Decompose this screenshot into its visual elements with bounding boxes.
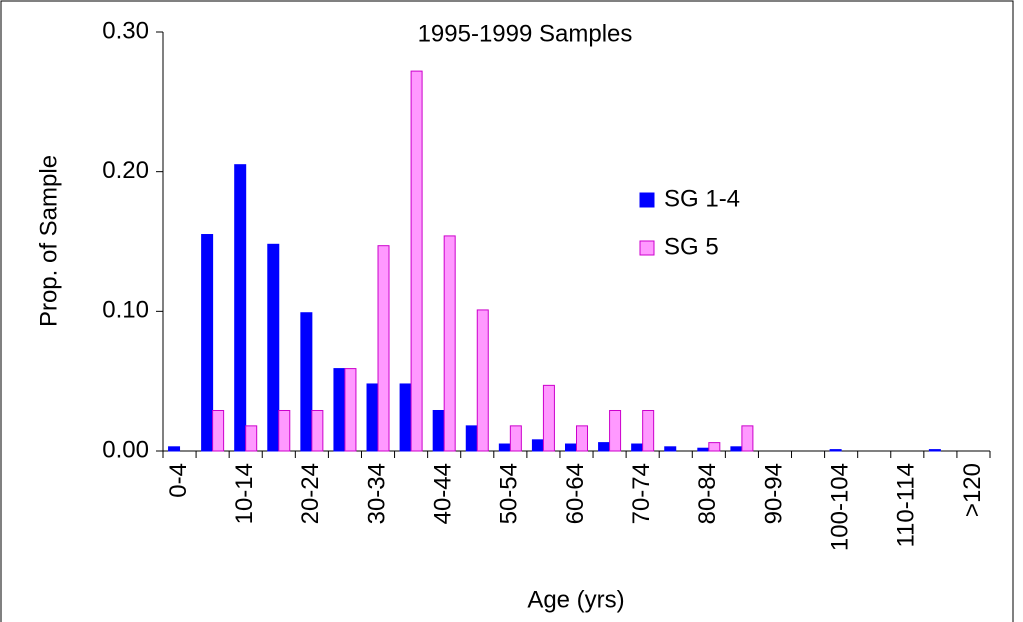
bar	[631, 443, 644, 452]
bar	[366, 383, 379, 452]
bar	[829, 449, 842, 452]
bar	[509, 425, 522, 452]
bar	[928, 449, 941, 452]
x-tick-label: 70-74	[628, 463, 655, 524]
bar	[267, 243, 280, 452]
bar	[212, 409, 225, 452]
bar	[410, 70, 423, 452]
x-tick-label: 50-54	[496, 463, 523, 524]
bar	[465, 425, 478, 452]
bar	[741, 425, 754, 452]
y-tick-label: 0.00	[102, 436, 149, 463]
x-tick-label: 30-34	[363, 463, 390, 524]
bar	[333, 368, 346, 452]
y-tick-label: 0.30	[102, 17, 149, 44]
x-tick-label: 90-94	[760, 463, 787, 524]
bar	[730, 446, 743, 452]
bar	[234, 164, 247, 452]
x-tick-label: 80-84	[694, 463, 721, 524]
bar	[542, 384, 555, 452]
bar	[642, 409, 655, 452]
x-tick-label: 40-44	[430, 463, 457, 524]
legend-label: SG 5	[664, 233, 719, 260]
bar	[245, 425, 258, 452]
x-tick-label: 20-24	[297, 463, 324, 524]
bar	[708, 442, 721, 452]
x-tick-label: 10-14	[231, 463, 258, 524]
chart-title: 1995-1999 Samples	[418, 20, 633, 47]
bar	[565, 443, 577, 452]
legend-swatch	[639, 240, 655, 256]
bar	[300, 312, 313, 452]
bar	[377, 245, 390, 452]
bar	[576, 425, 588, 452]
bar	[664, 446, 677, 452]
bar	[399, 383, 412, 452]
bar	[598, 442, 611, 452]
x-tick-label: 100-104	[826, 463, 853, 551]
y-tick-label: 0.10	[102, 297, 149, 324]
legend-swatch	[639, 192, 655, 208]
bar	[443, 235, 456, 452]
bar	[476, 309, 489, 452]
bar	[168, 446, 181, 452]
y-tick-label: 0.20	[102, 157, 149, 184]
x-tick-label: >120	[959, 463, 986, 517]
legend-label: SG 1-4	[664, 185, 740, 212]
x-tick-label: 110-114	[893, 463, 920, 548]
x-axis-title: Age (yrs)	[527, 586, 624, 613]
bar	[531, 439, 544, 452]
y-axis-title: Prop. of Sample	[35, 155, 62, 327]
bar	[432, 409, 445, 452]
x-tick-label: 0-4	[165, 463, 192, 498]
bar	[697, 447, 710, 452]
x-tick-label: 60-64	[562, 463, 589, 524]
bar	[344, 368, 357, 452]
bar	[201, 234, 214, 452]
bar	[311, 409, 324, 452]
bar	[278, 409, 291, 452]
bar	[609, 409, 622, 452]
bar	[498, 443, 511, 452]
